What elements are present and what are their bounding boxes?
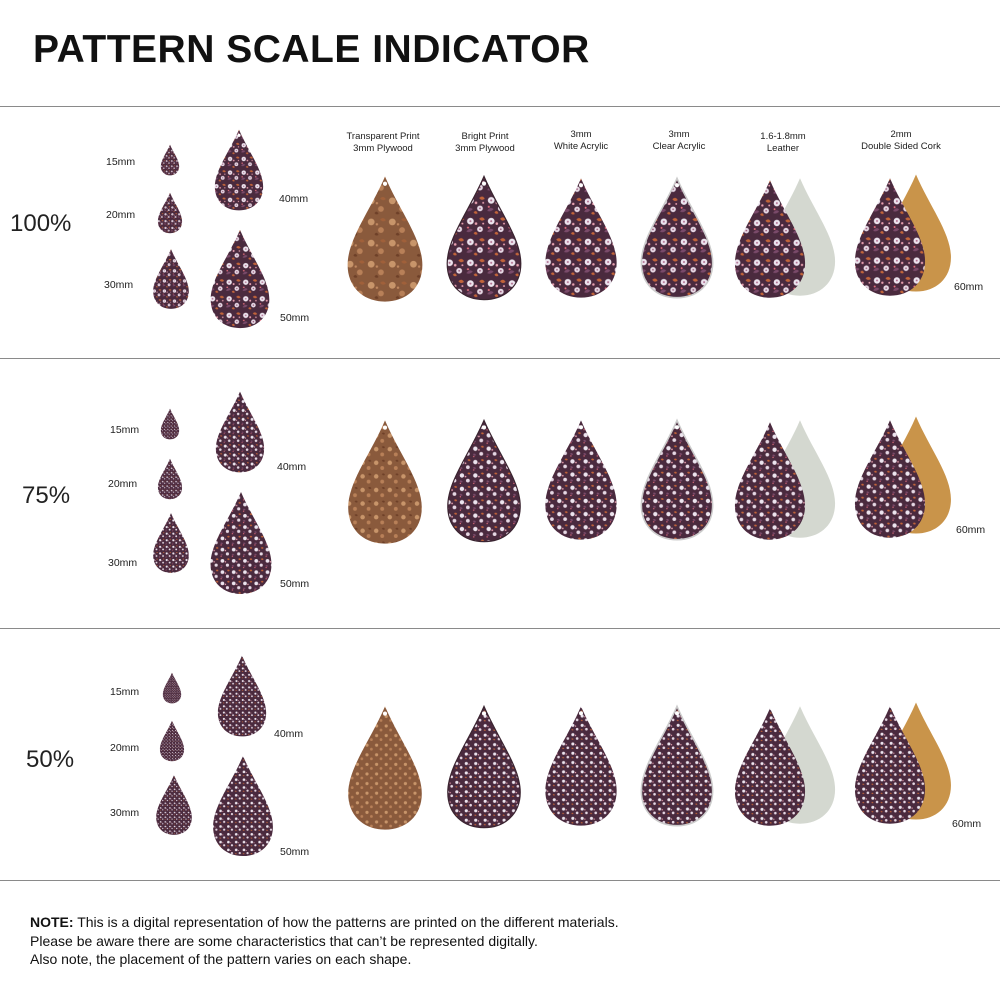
size-label-20mm: 20mm bbox=[106, 209, 136, 221]
teardrop-transparent-plywood bbox=[348, 420, 422, 544]
teardrop-bright-plywood bbox=[447, 704, 521, 829]
teardrop-leather bbox=[734, 180, 806, 298]
size-label-30mm: 30mm bbox=[108, 557, 138, 569]
divider-top bbox=[0, 106, 1000, 107]
footer-note: NOTE: This is a digital representation o… bbox=[30, 913, 619, 969]
scale-label-100: 100% bbox=[10, 210, 72, 237]
material-label-leather: 1.6-1.8mm Leather bbox=[760, 131, 806, 154]
teardrop-15mm bbox=[162, 672, 182, 704]
size-label-20mm: 20mm bbox=[108, 478, 138, 490]
teardrop-20mm bbox=[157, 192, 183, 234]
scale-label-50: 50% bbox=[26, 746, 75, 773]
teardrop-40mm bbox=[215, 391, 265, 473]
size-label-30mm: 30mm bbox=[110, 807, 140, 819]
note-line-2: Please be aware there are some character… bbox=[30, 932, 538, 949]
size-label-50mm: 50mm bbox=[280, 312, 310, 324]
teardrop-clear-acrylic bbox=[640, 704, 714, 827]
teardrop-bright-plywood bbox=[446, 174, 522, 301]
teardrop-15mm bbox=[160, 144, 180, 176]
teardrop-clear-acrylic bbox=[640, 418, 714, 541]
teardrop-30mm bbox=[153, 513, 189, 573]
teardrop-50mm bbox=[210, 491, 272, 595]
size-label-60mm: 60mm bbox=[956, 524, 986, 536]
note-label: NOTE: bbox=[30, 914, 74, 930]
teardrop-50mm bbox=[213, 755, 273, 857]
size-label-30mm: 30mm bbox=[104, 279, 134, 291]
divider-1 bbox=[0, 358, 1000, 359]
size-label-60mm: 60mm bbox=[952, 818, 982, 830]
size-label-15mm: 15mm bbox=[110, 424, 140, 436]
size-label-40mm: 40mm bbox=[274, 728, 304, 740]
scale-label-75: 75% bbox=[22, 482, 71, 509]
teardrop-cork bbox=[854, 420, 926, 538]
teardrop-leather bbox=[734, 422, 806, 540]
material-label-clear-acrylic: 3mm Clear Acrylic bbox=[652, 129, 706, 152]
size-label-60mm: 60mm bbox=[954, 281, 984, 293]
size-label-40mm: 40mm bbox=[279, 193, 309, 205]
teardrop-50mm bbox=[210, 229, 270, 329]
size-label-50mm: 50mm bbox=[280, 846, 310, 858]
teardrop-transparent-plywood bbox=[348, 706, 422, 830]
size-label-50mm: 50mm bbox=[280, 578, 310, 590]
teardrop-40mm bbox=[217, 655, 267, 737]
size-label-20mm: 20mm bbox=[110, 742, 140, 754]
divider-bottom bbox=[0, 880, 1000, 881]
size-label-15mm: 15mm bbox=[106, 156, 136, 168]
material-label-bright-plywood: Bright Print 3mm Plywood bbox=[455, 131, 515, 154]
material-label-white-acrylic: 3mm White Acrylic bbox=[553, 129, 609, 152]
teardrop-30mm bbox=[156, 775, 192, 835]
divider-2 bbox=[0, 628, 1000, 629]
teardrop-15mm bbox=[160, 408, 180, 440]
teardrop-bright-plywood bbox=[447, 418, 521, 543]
teardrop-20mm bbox=[157, 458, 183, 500]
material-label-transparent-plywood: Transparent Print 3mm Plywood bbox=[346, 131, 420, 154]
teardrop-30mm bbox=[153, 249, 189, 309]
teardrop-cork bbox=[854, 178, 926, 296]
teardrop-white-acrylic bbox=[545, 178, 617, 298]
size-label-40mm: 40mm bbox=[277, 461, 307, 473]
teardrop-cork bbox=[854, 706, 926, 824]
note-line-1: This is a digital representation of how … bbox=[77, 914, 619, 930]
size-label-15mm: 15mm bbox=[110, 686, 140, 698]
teardrop-leather bbox=[734, 708, 806, 826]
teardrop-transparent-plywood bbox=[347, 176, 423, 302]
material-label-cork: 2mm Double Sided Cork bbox=[861, 129, 941, 152]
note-line-3: Also note, the placement of the pattern … bbox=[30, 951, 412, 967]
teardrop-20mm bbox=[159, 720, 185, 762]
teardrop-white-acrylic bbox=[545, 706, 617, 826]
teardrop-white-acrylic bbox=[545, 420, 617, 540]
teardrop-clear-acrylic bbox=[640, 176, 714, 299]
page-title: PATTERN SCALE INDICATOR bbox=[33, 28, 590, 71]
teardrop-40mm bbox=[214, 129, 264, 211]
